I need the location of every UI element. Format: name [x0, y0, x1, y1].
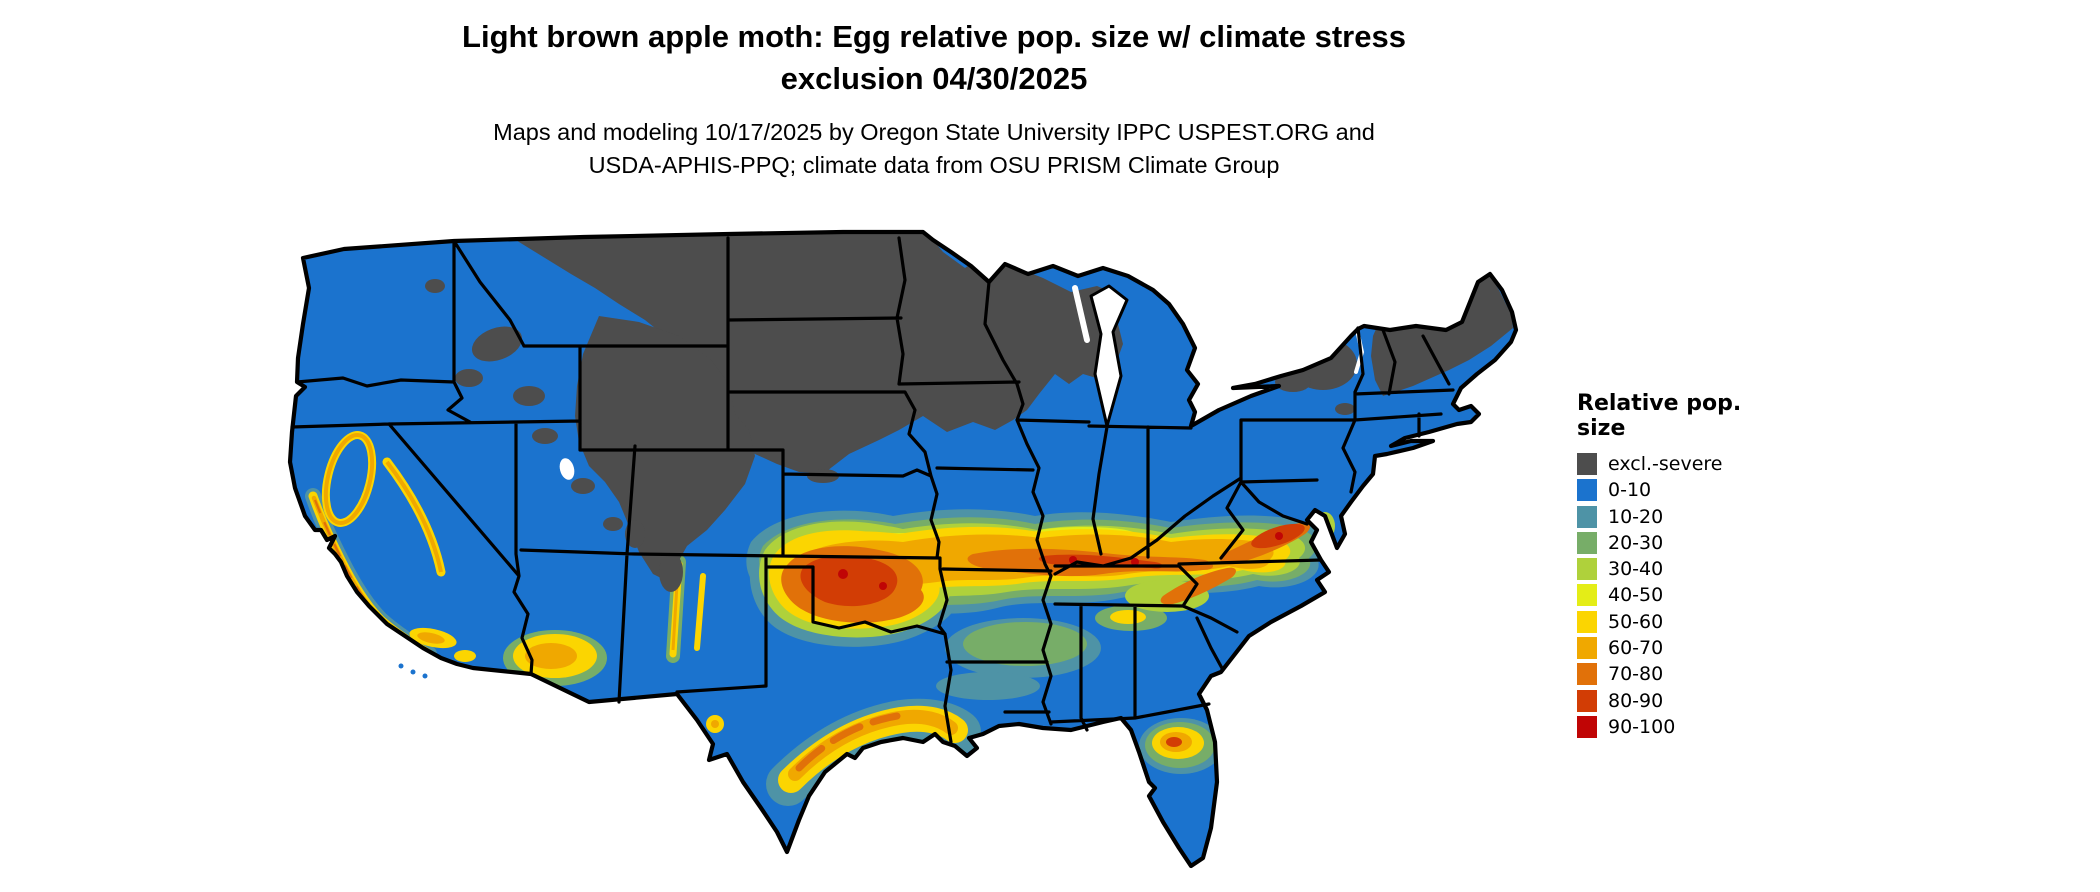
tx-coast-dkorange — [795, 712, 901, 772]
gray-id-2 — [513, 386, 545, 406]
legend-swatch — [1577, 505, 1597, 528]
gray-wa-1 — [425, 279, 445, 293]
legend-item-label: 70-80 — [1608, 663, 1664, 686]
legend-item-label: 40-50 — [1608, 584, 1664, 607]
legend-item: excl.-severe — [1577, 453, 1797, 475]
legend-item: 30-40 — [1577, 558, 1797, 581]
channel-island-3 — [422, 673, 428, 679]
wtx-orange — [711, 720, 719, 728]
page-title-line1: Light brown apple moth: Egg relative pop… — [462, 19, 1406, 54]
gray-nm-1 — [659, 552, 683, 592]
us-map-svg — [287, 229, 1519, 879]
keys-gold — [1203, 870, 1208, 875]
legend-item-label: 60-70 — [1608, 637, 1664, 660]
red-speck-4 — [1131, 558, 1139, 566]
great-salt-lake — [559, 458, 575, 480]
legend-swatch — [1577, 637, 1597, 660]
nga-gold — [1110, 610, 1146, 624]
page-title-line2: exclusion 04/30/2025 — [780, 61, 1088, 96]
band-redorange-ok — [800, 555, 898, 607]
red-speck-2 — [879, 582, 887, 590]
legend-item-label: 50-60 — [1608, 610, 1664, 633]
title-block: Light brown apple moth: Egg relative pop… — [0, 16, 1868, 182]
legend-item-label: 90-100 — [1608, 715, 1676, 738]
legend-swatch — [1577, 531, 1597, 554]
lake-michigan — [1089, 284, 1129, 428]
channel-island-2 — [410, 669, 416, 675]
band-green-ar — [963, 622, 1087, 666]
red-speck-5 — [1275, 532, 1283, 540]
red-speck-1 — [838, 569, 848, 579]
legend-item-label: 0-10 — [1608, 479, 1652, 502]
legend-item-label: 80-90 — [1608, 689, 1664, 712]
az-orange — [525, 643, 577, 669]
legend-item: 0-10 — [1577, 479, 1797, 502]
sierra-orange — [385, 460, 443, 573]
subtitle-line1: Maps and modeling 10/17/2025 by Oregon S… — [493, 119, 1375, 145]
subtitle-line2: USDA-APHIS-PPQ; climate data from OSU PR… — [588, 152, 1280, 178]
conus-outline — [287, 229, 1519, 869]
legend: Relative pop. size excl.-severe 0-10 10-… — [1577, 391, 1797, 742]
legend-title: Relative pop. size — [1577, 391, 1742, 441]
legend-item: 90-100 — [1577, 715, 1797, 738]
legend-swatch — [1577, 689, 1597, 712]
legend-item-label: 20-30 — [1608, 531, 1664, 554]
us-map — [283, 224, 1545, 892]
keys-orange2 — [1178, 873, 1184, 879]
legend-swatch — [1577, 610, 1597, 633]
legend-swatch — [1577, 584, 1597, 607]
gray-north-band — [497, 232, 1123, 474]
gray-new-england — [1371, 274, 1513, 396]
legend-swatch — [1577, 558, 1597, 581]
legend-item: 20-30 — [1577, 531, 1797, 554]
green-bay — [1072, 285, 1090, 343]
legend-item: 80-90 — [1577, 689, 1797, 712]
legend-item: 60-70 — [1577, 637, 1797, 660]
legend-item: 70-80 — [1577, 663, 1797, 686]
gray-nv-1 — [532, 428, 558, 444]
legend-item: 40-50 — [1577, 584, 1797, 607]
ca-valley-ring-orange — [323, 433, 375, 525]
gray-nv-2 — [571, 478, 595, 494]
keys-orange1 — [1164, 871, 1170, 877]
state-borders — [290, 236, 1455, 744]
sd-backcountry-gold — [454, 650, 476, 662]
legend-swatch — [1577, 663, 1597, 686]
band-dkorange-nc — [1160, 567, 1236, 605]
subtitle: Maps and modeling 10/17/2025 by Oregon S… — [0, 116, 1868, 182]
legend-item: 50-60 — [1577, 610, 1797, 633]
channel-island-1 — [398, 663, 404, 669]
legend-item-label: 30-40 — [1608, 558, 1664, 581]
legend-swatch — [1577, 715, 1597, 738]
fl-redorange — [1166, 737, 1182, 747]
gray-catskills — [1335, 403, 1355, 415]
socal-orange — [417, 632, 445, 644]
legend-item: 10-20 — [1577, 505, 1797, 528]
gray-ut-1 — [603, 517, 623, 531]
gray-or-1 — [455, 369, 483, 387]
legend-swatch — [1577, 479, 1597, 502]
legend-item-label: excl.-severe — [1608, 453, 1723, 475]
legend-item-label: 10-20 — [1608, 505, 1664, 528]
keys-orange3 — [1193, 873, 1198, 878]
legend-swatch — [1577, 453, 1597, 475]
band-teal-la — [936, 672, 1040, 700]
legend-items: excl.-severe 0-10 10-20 20-30 30-40 40-5… — [1577, 453, 1797, 742]
nm-gold-stripe2 — [694, 573, 706, 651]
gray-id-1 — [471, 326, 523, 362]
